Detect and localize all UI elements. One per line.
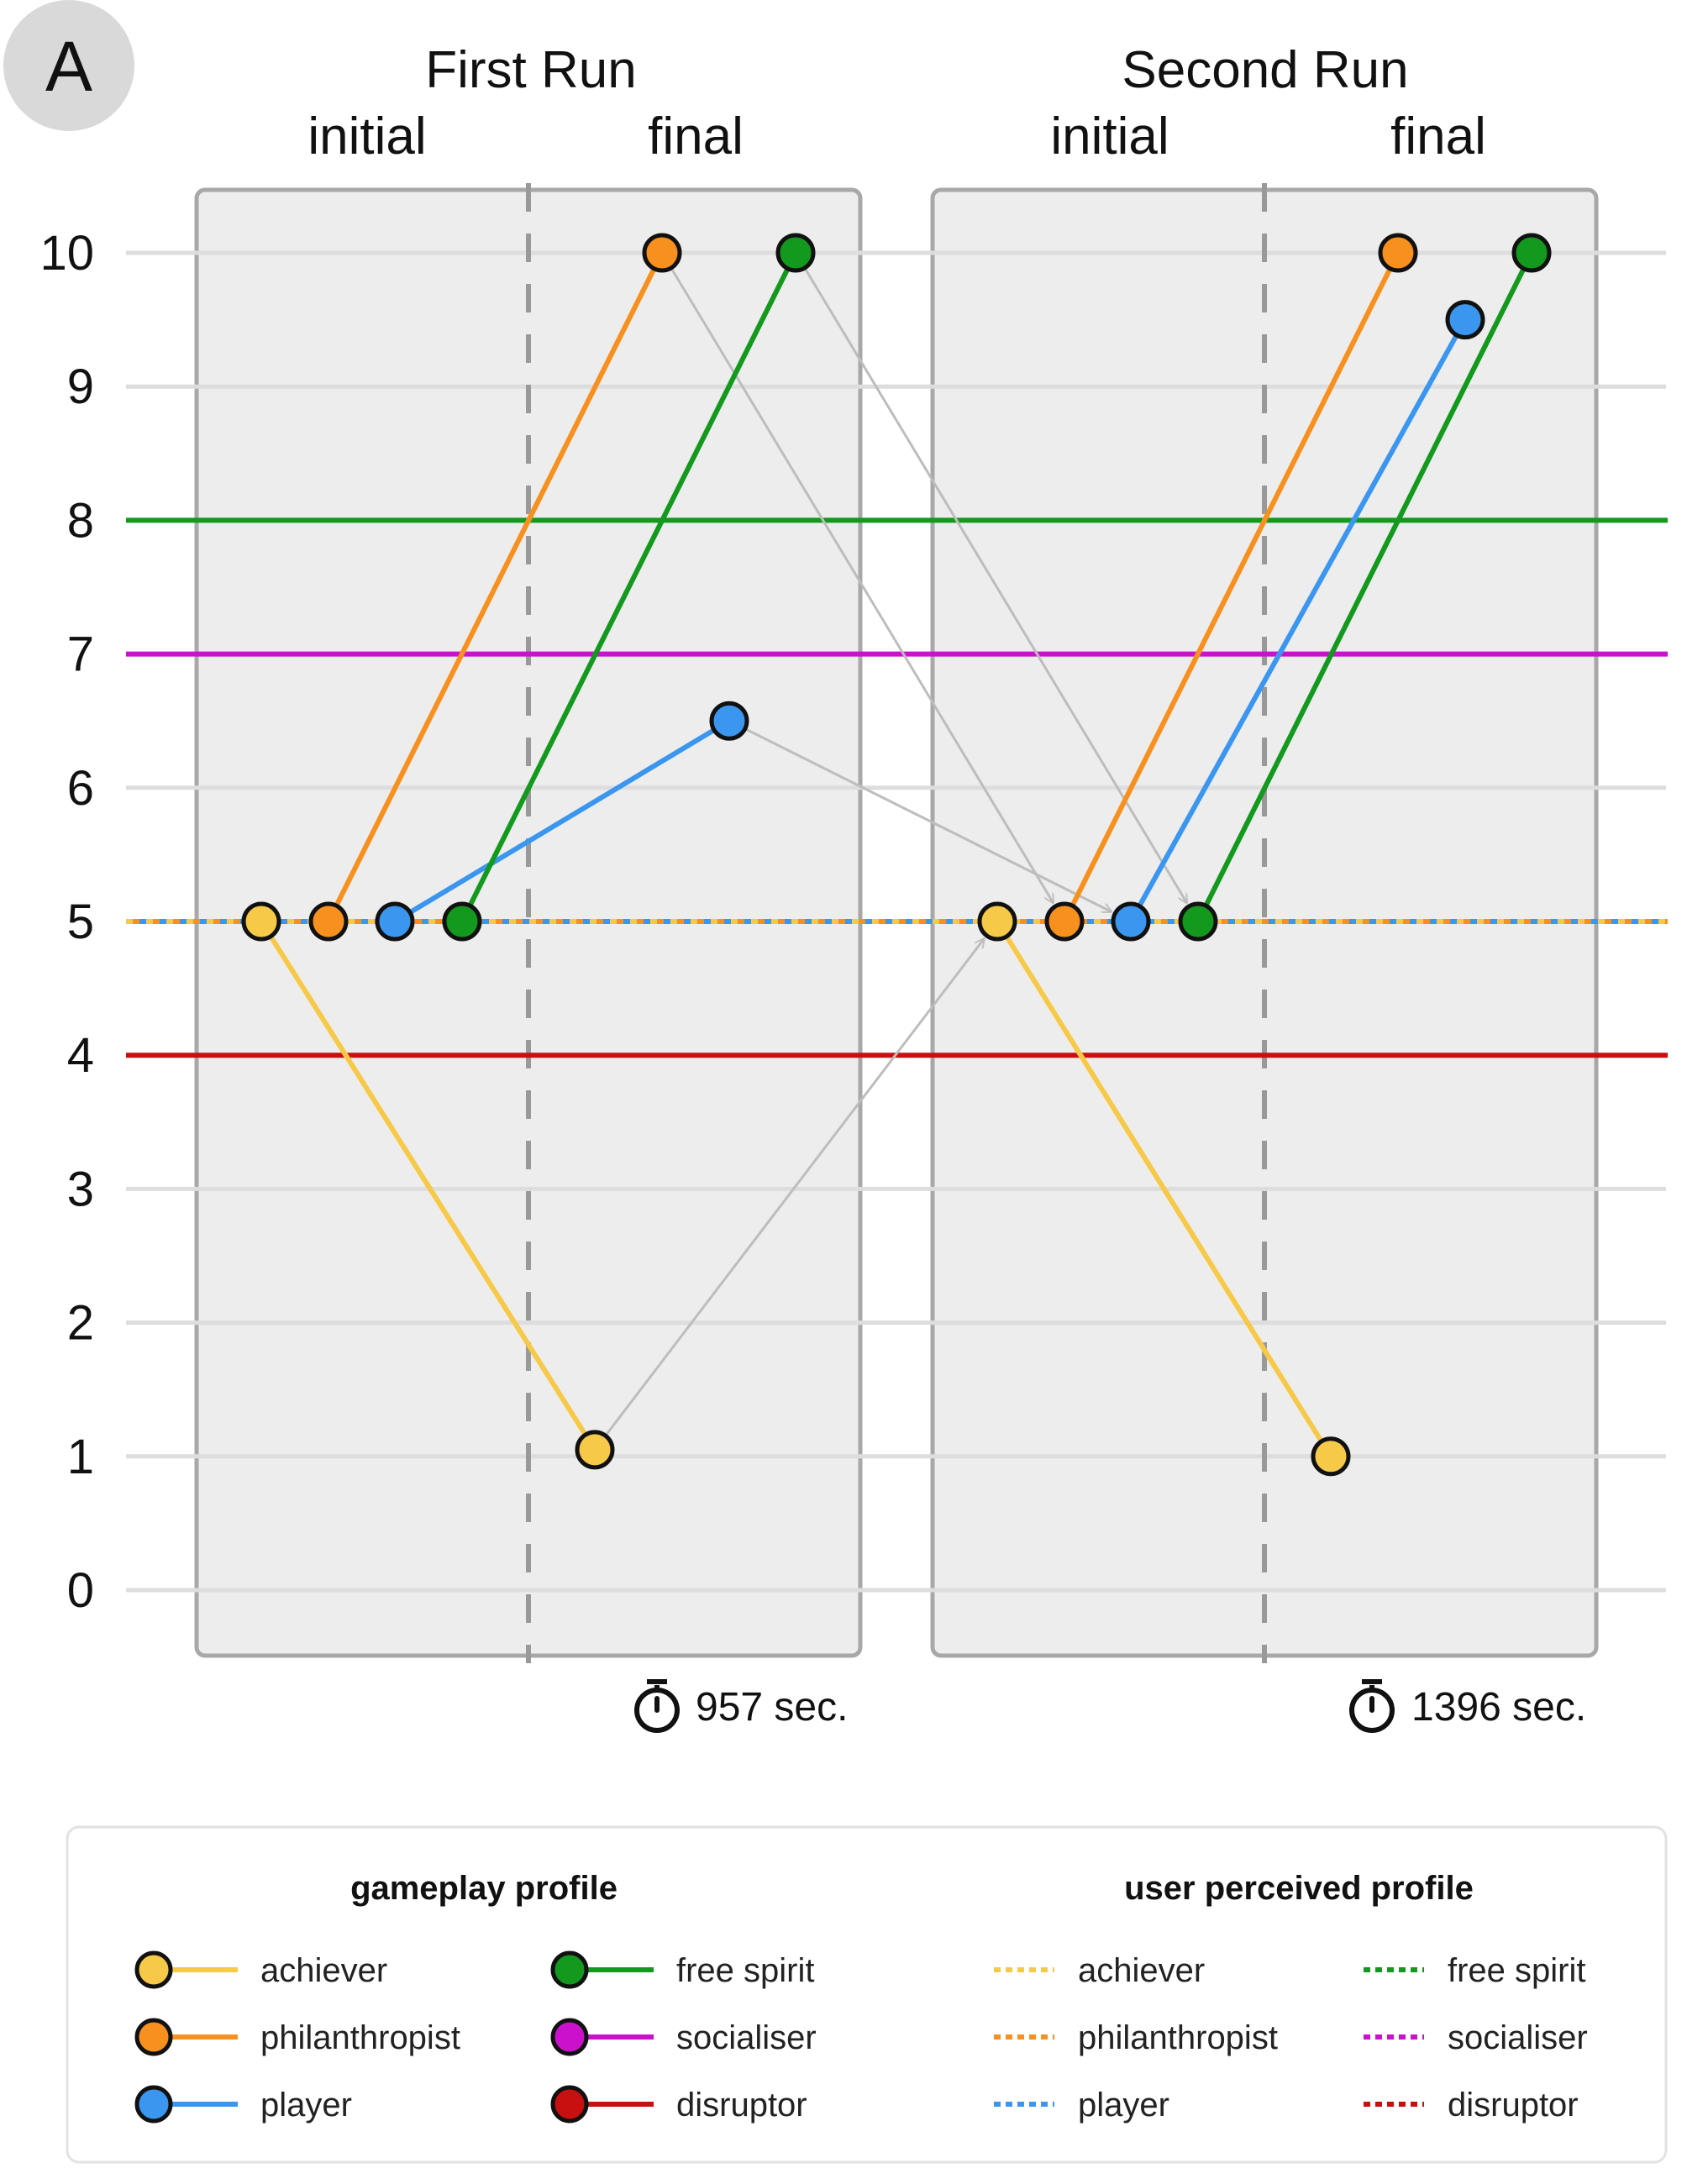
second-run-final-label: final <box>1390 108 1486 165</box>
legend-label-perceived-player: player <box>1078 2087 1169 2124</box>
gameplay-markers <box>241 233 1552 1477</box>
point-run2-initial-philanthropist <box>1044 901 1085 942</box>
legend-label-gameplay-free-spirit: free spirit <box>676 1952 815 1989</box>
stopwatch-icon <box>634 1679 680 1733</box>
legend-swatch-marker-free-spirit <box>550 1950 589 1989</box>
series-line-run1-free-spirit <box>460 251 798 923</box>
point-run1-initial-philanthropist <box>308 901 349 942</box>
second-run-duration: 1396 sec. <box>1349 1679 1586 1733</box>
first-run-duration-label: 957 sec. <box>696 1685 848 1730</box>
y-tick-label: 4 <box>67 1028 94 1083</box>
y-tick-label: 6 <box>67 761 94 816</box>
y-tick-label: 1 <box>67 1430 94 1484</box>
legend-label-perceived-socialiser: socialiser <box>1448 2019 1588 2056</box>
second-run-initial-label: initial <box>1050 108 1169 165</box>
point-run2-final-player <box>1445 300 1485 340</box>
legend-label-gameplay-disruptor: disruptor <box>676 2087 807 2124</box>
point-run2-initial-achiever <box>977 901 1017 942</box>
point-run1-initial-achiever <box>241 901 281 942</box>
first-run-title: First Run <box>425 41 636 99</box>
y-tick-label: 3 <box>67 1162 94 1216</box>
second-run-duration-label: 1396 sec. <box>1411 1685 1586 1730</box>
series-line-run1-achiever <box>259 920 597 1452</box>
series-line-run1-player <box>393 718 731 924</box>
point-run2-final-philanthropist <box>1378 233 1418 273</box>
panel-badge: A <box>3 0 134 131</box>
y-tick-label: 7 <box>67 627 94 682</box>
legend-swatch-marker-player <box>134 2085 173 2124</box>
point-run1-initial-free-spirit <box>442 901 482 942</box>
legend-label-gameplay-player: player <box>260 2087 352 2124</box>
y-tick-label: 2 <box>67 1296 94 1351</box>
series-line-run2-free-spirit <box>1196 251 1534 923</box>
first-run-final-label: final <box>648 108 744 165</box>
legend-label-perceived-disruptor: disruptor <box>1448 2087 1579 2124</box>
second-run-title: Second Run <box>1122 41 1408 99</box>
point-run1-final-philanthropist <box>642 233 682 273</box>
series-line-run2-player <box>1128 318 1468 923</box>
legend-swatch-marker-disruptor <box>550 2085 589 2124</box>
legend-label-gameplay-philanthropist: philanthropist <box>260 2019 460 2056</box>
point-run2-final-achiever <box>1311 1436 1351 1477</box>
transition-arrow-player <box>745 727 1112 911</box>
transition-arrow-free-spirit <box>804 268 1186 903</box>
y-tick-label: 9 <box>67 360 94 414</box>
stopwatch-icon <box>1349 1679 1395 1733</box>
point-run1-final-player <box>709 701 749 741</box>
legend-items: achiever philanthropist player free spirit s… <box>134 1950 1588 2124</box>
point-run1-initial-player <box>375 901 415 942</box>
point-run2-final-free-spirit <box>1511 233 1552 273</box>
point-run2-initial-free-spirit <box>1178 901 1218 942</box>
gameplay-series <box>241 233 1552 1477</box>
series-line-run1-philanthropist <box>326 251 665 923</box>
first-run-initial-label: initial <box>307 108 426 165</box>
series-line-run2-achiever <box>995 920 1333 1458</box>
legend-label-gameplay-socialiser: socialiser <box>676 2019 817 2056</box>
y-tick-label: 5 <box>67 895 94 949</box>
y-axis-ticks: 0 1 2 3 4 5 6 7 8 9 10 <box>39 226 94 1618</box>
legend-swatch-marker-socialiser <box>550 2018 589 2056</box>
legend-swatch-marker-philanthropist <box>134 2018 173 2056</box>
legend: gameplay profile user perceived profile … <box>66 1825 1668 2164</box>
legend-box <box>66 1825 1668 2164</box>
y-tick-label: 0 <box>67 1563 94 1618</box>
legend-label-perceived-achiever: achiever <box>1078 1952 1205 1989</box>
transition-arrow-achiever <box>605 939 984 1436</box>
legend-label-perceived-free-spirit: free spirit <box>1448 1952 1586 1989</box>
y-tick-label: 8 <box>67 493 94 548</box>
first-run-duration: 957 sec. <box>634 1679 848 1733</box>
legend-label-gameplay-achiever: achiever <box>260 1952 387 1989</box>
point-run1-final-achiever <box>575 1430 615 1470</box>
panel-badge-letter: A <box>45 27 92 106</box>
legend-perceived-title: user perceived profile <box>1124 1870 1474 1907</box>
legend-label-perceived-philanthropist: philanthropist <box>1078 2019 1278 2056</box>
series-line-run2-philanthropist <box>1062 251 1401 923</box>
y-tick-label: 10 <box>39 226 94 281</box>
point-run2-initial-player <box>1111 901 1151 942</box>
point-run1-final-free-spirit <box>775 233 816 273</box>
legend-gameplay-title: gameplay profile <box>350 1870 618 1907</box>
legend-swatch-marker-achiever <box>134 1950 173 1989</box>
